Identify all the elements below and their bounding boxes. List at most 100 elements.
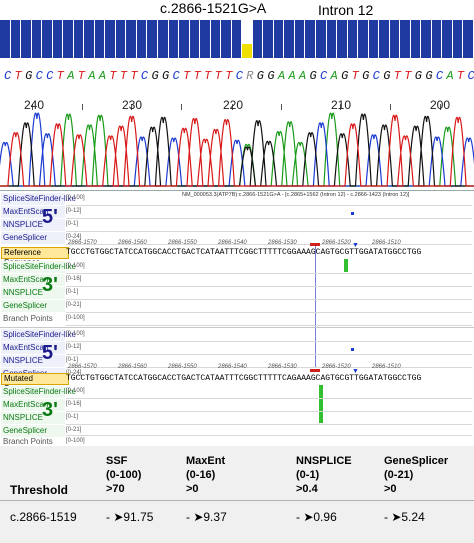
mut-coord-1510: 2866-1510	[372, 364, 401, 370]
mut-coord-1550: 2866-1550	[168, 364, 197, 370]
quality-bar	[316, 20, 327, 58]
mut3-nnsplice-range: [0-1]	[66, 414, 79, 420]
quality-bar	[189, 20, 201, 58]
mut3-maxent-range: [0-16]	[66, 401, 82, 407]
ref-cursor-marker	[310, 243, 320, 246]
quality-bar	[94, 20, 106, 58]
quality-bar	[410, 20, 422, 58]
threshold-label: Threshold	[10, 483, 69, 497]
quality-bar	[368, 20, 380, 58]
quality-bar	[431, 20, 443, 58]
ref-coord-1570: 2866-1570	[68, 240, 97, 246]
mut-coord-1530: 2866-1530	[268, 364, 297, 370]
quality-bar	[231, 20, 243, 58]
quality-bar	[21, 20, 32, 58]
ref5-maxent-label: MaxEntScan	[1, 206, 65, 218]
base-call: G	[341, 69, 349, 83]
ref-five-prime: 5'	[42, 206, 58, 228]
ref3-ssf-label: SpliceSiteFinder-like	[1, 261, 76, 273]
base-call: T	[456, 69, 465, 83]
mut5-genesplicer-range: [0-24]	[66, 370, 82, 376]
quality-bar	[179, 20, 190, 58]
viewer-title: NM_000053.3(ATP7B):c.2866-1521G>A - [c.2…	[182, 192, 410, 198]
base-call: R	[246, 69, 254, 83]
base-call: T	[14, 69, 23, 83]
col-nnsplice-range: (0-1)	[296, 469, 320, 481]
quality-bar	[400, 20, 411, 58]
base-call: A	[446, 69, 455, 83]
quality-bar	[305, 20, 316, 58]
quality-bar	[147, 20, 158, 58]
mut-coord-1560: 2866-1560	[118, 364, 147, 370]
base-call: A	[67, 69, 75, 83]
mut-coord-1520: 2866-1520	[322, 364, 351, 370]
quality-bar	[84, 20, 95, 58]
ref-coord-1540: 2866-1540	[218, 240, 247, 246]
ref-branch-points-label: Branch Points	[3, 314, 53, 323]
base-call: C	[320, 69, 328, 83]
quality-bar	[0, 20, 11, 58]
intron-label: Intron 12	[318, 2, 374, 18]
trace-C	[0, 112, 474, 187]
quality-bar	[463, 20, 474, 58]
quality-bar	[452, 20, 464, 58]
chromatogram	[0, 112, 474, 187]
ref3-nnsplice-range: [0-1]	[66, 289, 79, 295]
mutated-sequence-label: Mutated Sequence	[1, 373, 69, 393]
cursor-line-ref	[315, 246, 316, 368]
quality-bar	[284, 20, 295, 58]
table-divider	[0, 500, 474, 501]
mut3-ssf-range: [0-100]	[66, 388, 85, 394]
position-240: 240	[24, 98, 45, 112]
quality-bar	[158, 20, 169, 58]
value-maxent: - ➤9.37	[186, 510, 227, 524]
mut-marker-icon: ▼	[352, 368, 359, 375]
base-call: A	[277, 69, 286, 83]
quality-bar	[326, 20, 338, 58]
base-call: C	[372, 69, 381, 83]
base-call: A	[88, 69, 96, 83]
base-call: T	[56, 69, 65, 83]
quality-bar	[221, 20, 232, 58]
mut3-genesplicer-range: [0-21]	[66, 427, 82, 433]
base-call: G	[414, 69, 423, 83]
ref5-ssf-range: [0-100]	[66, 195, 85, 201]
base-call: G	[383, 69, 391, 83]
mutation-label: c.2866-1521G>A	[160, 0, 267, 16]
base-call: C	[35, 69, 44, 83]
ref-three-prime: 3'	[42, 274, 58, 296]
mut3-nnsplice-label: NNSPLICE	[1, 412, 65, 424]
reference-sequence: TGCCTGTGGCTATCCATGGCACCTGACTCATAATTTCGGC…	[66, 248, 422, 257]
mut3-maxent-label: MaxEntScan	[1, 399, 65, 411]
base-call: G	[151, 69, 160, 83]
ref-coord-1530: 2866-1530	[268, 240, 297, 246]
base-call: A	[288, 69, 297, 83]
threshold-table: Threshold SSF (0-100) >70 MaxEnt (0-16) …	[0, 446, 474, 543]
base-call: T	[393, 69, 402, 83]
ref5-genesplicer-range: [0-24]	[66, 234, 82, 240]
quality-bar	[168, 20, 180, 58]
base-call: G	[309, 69, 318, 83]
base-call: T	[130, 69, 139, 83]
ref3-ssf-mark	[344, 259, 348, 272]
ref-coord-1550: 2866-1550	[168, 240, 197, 246]
mut-three-prime: 3'	[42, 399, 58, 421]
ref5-genesplicer-label: GeneSplicer	[1, 232, 65, 244]
quality-bar	[263, 20, 274, 58]
ref3-ssf-range: [0-100]	[66, 263, 85, 269]
base-call: C	[140, 69, 149, 83]
ref3-nnsplice-label: NNSPLICE	[1, 287, 65, 299]
ref5-nnsplice-range: [0-1]	[66, 221, 79, 227]
mut5-maxent-label: MaxEntScan	[1, 342, 65, 354]
quality-bar	[136, 20, 148, 58]
value-ssf: - ➤91.75	[106, 510, 154, 524]
quality-bar	[52, 20, 64, 58]
quality-bar	[126, 20, 137, 58]
quality-bar	[347, 20, 359, 58]
trace-G	[0, 113, 474, 187]
mut3-genesplicer-label: GeneSplicer	[1, 425, 65, 437]
col-genesplicer-name: GeneSplicer	[384, 455, 449, 467]
col-nnsplice-name: NNSPLICE	[296, 455, 352, 467]
mut5-nnsplice-label: NNSPLICE	[1, 355, 65, 367]
base-call: A	[98, 69, 107, 83]
